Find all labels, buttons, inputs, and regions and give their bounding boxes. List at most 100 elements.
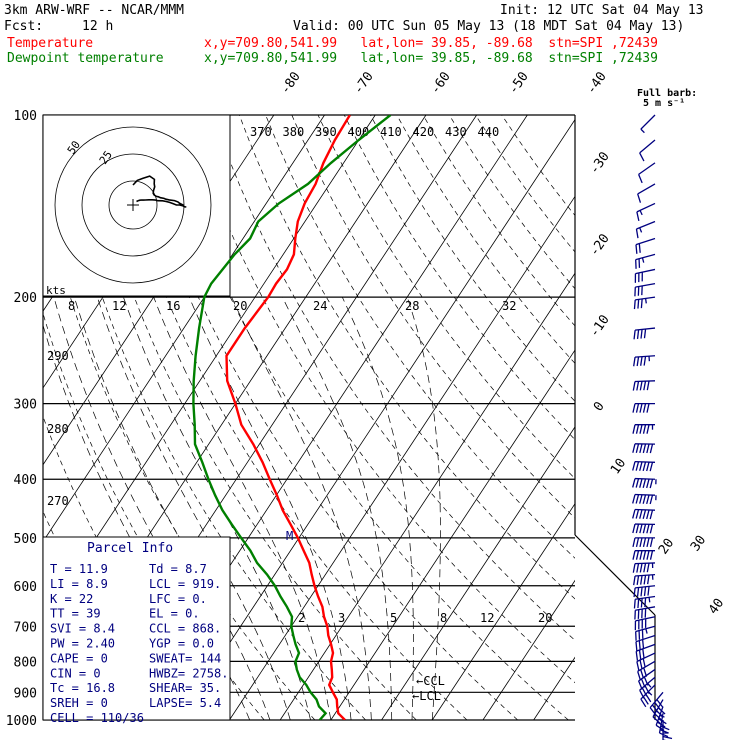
isotherm-tick-label: -20 [587,231,613,259]
dry-adiabat-label: 280 [47,422,69,436]
barb-flag [642,403,647,413]
hodograph-ring [81,153,185,257]
parcel-info-left: T = 11.9 [50,562,108,576]
barb-flag [633,299,636,310]
barb-flag [640,698,647,708]
wind-barb [635,643,656,661]
barb-flag [633,330,636,340]
barb-half-flag [644,298,647,304]
barb-flag [636,211,640,222]
parcel-info-left: TT = 39 [50,607,101,621]
hodograph-units: kts [46,284,66,297]
barb-flag [646,424,650,434]
isotherm-tick-label: -10 [587,312,613,340]
wind-barb [632,523,656,534]
theta-e-label: 380 [283,125,305,139]
wind-barb [638,668,656,690]
barb-flag [635,523,640,534]
parcel-info-left: SVI = 8.4 [50,622,115,636]
barb-flag [633,357,636,367]
valid-time: Valid: 00 UTC Sun 05 May 13 (18 MDT Sat … [293,19,685,34]
isotherm-line [330,349,575,720]
theta-e-label: 410 [380,125,402,139]
isotherm-line [381,426,575,720]
barb-flag [644,597,647,608]
temperature-location-info: x,y=709.80,541.99 lat,lon= 39.85, -89.68… [204,36,658,51]
mixing-ratio-label: 3 [338,611,345,625]
barb-flag [635,424,640,434]
isotherm-tick-label: -50 [506,69,532,97]
barb-flag [632,424,636,434]
barb-flag [646,461,650,472]
parcel-info-right: HWBZ= 2758. [149,666,228,680]
barb-flag [635,228,639,239]
isotherm-tick-label: 10 [608,456,629,477]
wind-barb [633,355,656,367]
barb-flag [639,478,643,488]
barb-flag [649,443,654,454]
wind-barb [632,537,655,548]
barb-flag [640,598,643,608]
barb-flag [642,550,647,560]
theta-e-label: 370 [250,125,272,139]
parcel-info-left: CIN = 0 [50,666,101,680]
wind-barb [634,606,656,620]
barb-flag [649,524,654,534]
forecast-hour: 12 h [82,19,114,34]
barb-flag [635,651,639,661]
barb-flag [635,494,640,504]
barb-flag [635,537,640,548]
barb-flag [649,509,654,520]
barb-flag [643,328,647,339]
wind-barb [649,691,664,716]
wind-barb [632,508,656,520]
barb-flag [639,550,643,560]
isotherm-line [431,502,575,720]
barb-flag [646,494,650,505]
barb-flag [642,443,647,454]
barb-flag [662,735,673,740]
barb-flag [636,575,640,585]
barb-flag [640,678,646,688]
barb-flag [639,524,643,534]
mixing-ratio-label: 2 [298,611,305,625]
barb-flag [640,575,643,585]
wind-barb [636,202,656,222]
barb-half-flag [639,210,643,216]
parcel-info-right: LAPSE= 5.4 [149,696,221,710]
barb-flag [637,598,640,609]
barb-flag [636,329,640,340]
wind-barb [632,403,655,413]
barb-flag [643,381,647,391]
wind-barb [632,550,655,560]
dry-adiabat-line [186,115,575,684]
barb-flag [652,716,661,724]
parcel-info-box [42,536,231,721]
barb-flag [649,462,654,472]
wind-barb [635,634,656,651]
barb-flag [632,478,636,488]
model-title: 3km ARW-WRF -- NCAR/MMM [4,3,185,18]
parcel-info-left: CELL = 110/36 [50,711,144,725]
dry-adiabat-line [160,115,569,720]
isotherm-line [43,115,325,543]
barb-flag [658,718,667,725]
barb-flag [640,329,643,339]
dry-adiabat-line [265,115,575,559]
barb-flag [632,403,636,413]
dry-adiabat-line [449,115,575,290]
temperature-profile [225,115,351,720]
barb-flag [632,443,636,453]
barb-flag [642,658,646,668]
barb-flag [643,575,647,585]
parcel-info-left: SREH = 0 [50,696,108,710]
wind-barb [634,268,656,283]
dewpoint-legend: Dewpoint temperature [7,51,164,66]
dry-adiabat-line [81,115,417,720]
barb-flag [649,478,654,489]
barb-flag [647,586,650,596]
parcel-info-right: SHEAR= 35. [149,681,221,695]
barb-flag [637,193,642,203]
barb-flag [640,356,643,366]
moist-adiabat-line [341,296,414,720]
